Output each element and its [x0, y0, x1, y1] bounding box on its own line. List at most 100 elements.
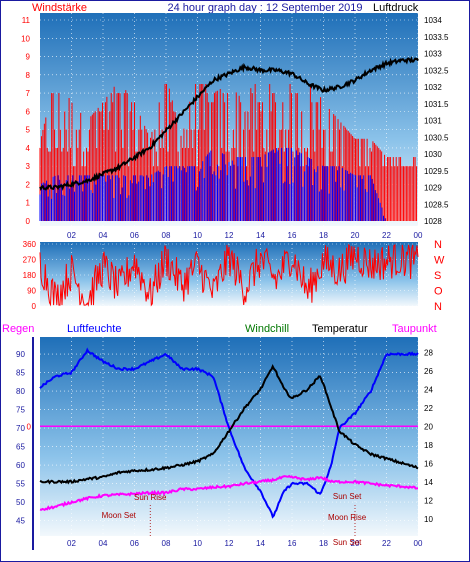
direction-y-tick: 360 — [23, 240, 37, 249]
humidity-y-tick: 80 — [16, 387, 25, 396]
bottom-x-tick: 12 — [225, 539, 234, 548]
humidity-y-tick: 65 — [16, 443, 25, 452]
pressure-y-tick: 1028.5 — [424, 200, 449, 209]
pressure-y-tick: 1028 — [424, 217, 442, 226]
direction-compass-label: W — [434, 255, 445, 267]
top-x-tick: 02 — [67, 231, 76, 240]
astro-annotation: Sun Set — [333, 538, 362, 547]
bottom-panel-bg — [40, 337, 418, 536]
top-x-tick: 10 — [193, 231, 202, 240]
temperature-y-tick: 26 — [424, 367, 433, 376]
direction-y-tick: 270 — [23, 256, 37, 265]
wind-y-tick: 8 — [26, 71, 31, 80]
humidity-line — [39, 347, 419, 519]
wind-y-tick: 9 — [26, 53, 31, 62]
wind-y-tick: 10 — [21, 34, 30, 43]
pressure-y-tick: 1031.5 — [424, 100, 449, 109]
bottom-x-tick: 10 — [193, 539, 202, 548]
pressure-y-tick: 1033 — [424, 50, 442, 59]
top-x-tick: 20 — [351, 231, 360, 240]
pressure-y-tick: 1029 — [424, 184, 442, 193]
bottom-x-tick: 14 — [256, 539, 265, 548]
temperature-y-tick: 16 — [424, 459, 433, 468]
humidity-y-tick: 75 — [16, 406, 25, 415]
direction-y-tick: 0 — [32, 302, 37, 311]
top-x-tick: 18 — [319, 231, 328, 240]
temperature-y-tick: 20 — [424, 422, 433, 431]
bottom-x-tick: 22 — [382, 539, 391, 548]
humidity-y-tick: 55 — [16, 480, 25, 489]
wind-y-tick: 5 — [26, 126, 31, 135]
humidity-y-tick: 50 — [16, 498, 25, 507]
pressure-y-tick: 1033.5 — [424, 33, 449, 42]
bottom-x-tick: 08 — [162, 539, 171, 548]
pressure-line — [39, 56, 419, 191]
wind-y-tick: 3 — [26, 162, 31, 171]
legend-regen: Regen — [2, 323, 34, 335]
legend-windchill: Windchill — [245, 323, 289, 335]
temperature-y-tick: 10 — [424, 515, 433, 524]
astro-annotation: Sun Rise — [134, 493, 167, 502]
pressure-y-tick: 1032 — [424, 83, 442, 92]
temperature-y-tick: 28 — [424, 348, 433, 357]
temperature-line — [39, 363, 419, 485]
pressure-y-tick: 1030 — [424, 150, 442, 159]
direction-y-tick: 90 — [27, 287, 36, 296]
series-layer — [39, 56, 419, 519]
header-right: Luftdruck — [373, 2, 419, 14]
top-x-tick: 12 — [225, 231, 234, 240]
direction-compass-label: S — [434, 270, 441, 282]
pressure-y-tick: 1031 — [424, 117, 442, 126]
direction-compass-label: O — [434, 286, 443, 298]
temperature-y-tick: 18 — [424, 441, 433, 450]
temperature-y-tick: 22 — [424, 404, 433, 413]
bottom-x-tick: 18 — [319, 539, 328, 548]
temperature-y-tick: 24 — [424, 385, 433, 394]
pressure-y-tick: 1030.5 — [424, 133, 449, 142]
header-left: Windstärke — [32, 2, 87, 14]
wind-y-tick: 4 — [26, 144, 31, 153]
wind-y-tick: 2 — [26, 180, 31, 189]
grid-layer — [40, 13, 419, 536]
humidity-y-tick: 45 — [16, 517, 25, 526]
astro-annotation: Sun Set — [333, 492, 362, 501]
top-x-tick: 06 — [130, 231, 139, 240]
humidity-y-tick: 60 — [16, 461, 25, 470]
humidity-y-tick: 85 — [16, 369, 25, 378]
wind-y-tick: 1 — [26, 199, 31, 208]
bottom-x-tick: 02 — [67, 539, 76, 548]
pressure-y-tick: 1029.5 — [424, 167, 449, 176]
direction-compass-label: N — [434, 239, 442, 251]
bottom-x-tick: 00 — [414, 539, 423, 548]
wind-y-tick: 0 — [26, 217, 31, 226]
astro-annotation: Moon Set — [102, 511, 137, 520]
header-center: 24 hour graph day : 12 September 2019 — [167, 2, 362, 14]
wind-y-tick: 6 — [26, 107, 31, 116]
labels-layer: 0123456789101110281028.510291029.5103010… — [16, 16, 449, 548]
temperature-y-tick: 12 — [424, 496, 433, 505]
wind-y-tick: 7 — [26, 89, 31, 98]
top-x-tick: 00 — [414, 231, 423, 240]
top-x-tick: 22 — [382, 231, 391, 240]
legend-taupunkt: Taupunkt — [392, 323, 437, 335]
top-x-tick: 14 — [256, 231, 265, 240]
bottom-x-tick: 16 — [288, 539, 297, 548]
legend-luftfeuchte: Luftfeuchte — [67, 323, 121, 335]
humidity-y-tick: 70 — [16, 424, 25, 433]
wind-direction-line — [39, 243, 419, 307]
astro-annotation: Moon Rise — [328, 513, 367, 522]
bottom-x-tick: 06 — [130, 539, 139, 548]
top-x-tick: 04 — [99, 231, 108, 240]
direction-compass-label: N — [434, 301, 442, 313]
wind-y-tick: 11 — [22, 16, 31, 25]
direction-y-tick: 180 — [23, 271, 37, 280]
legend-temperatur: Temperatur — [312, 323, 368, 335]
pressure-y-tick: 1032.5 — [424, 66, 449, 75]
bottom-x-tick: 04 — [99, 539, 108, 548]
top-x-tick: 08 — [162, 231, 171, 240]
pressure-y-tick: 1034 — [424, 16, 442, 25]
humidity-y-tick: 90 — [16, 350, 25, 359]
temperature-y-tick: 14 — [424, 478, 433, 487]
dewpoint-line — [39, 474, 418, 511]
